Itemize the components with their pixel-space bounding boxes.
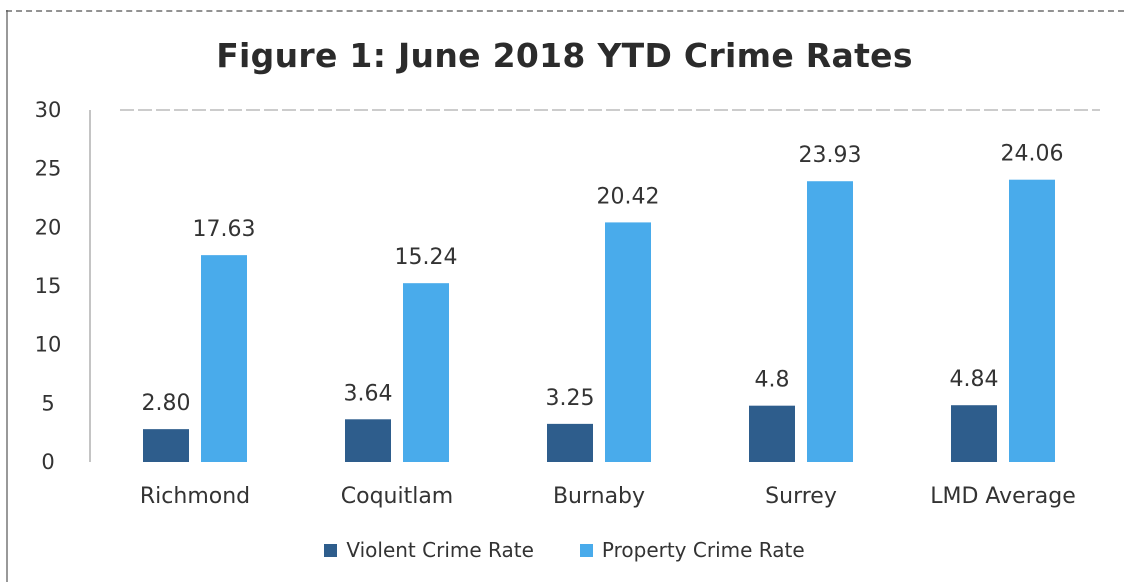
x-category-label: Coquitlam xyxy=(341,484,454,509)
data-label: 2.80 xyxy=(142,391,191,416)
bar-violent xyxy=(749,405,795,462)
chart-legend: Violent Crime Rate Property Crime Rate xyxy=(0,538,1129,562)
bar-property xyxy=(403,283,449,462)
data-label: 4.84 xyxy=(950,367,999,392)
x-category-label: Richmond xyxy=(140,484,250,509)
y-tick-label: 25 xyxy=(35,157,62,181)
y-tick-label: 20 xyxy=(35,215,62,239)
legend-item-property: Property Crime Rate xyxy=(579,538,805,562)
bar-violent xyxy=(951,405,997,462)
x-category-label: LMD Average xyxy=(930,484,1076,509)
y-tick-label: 30 xyxy=(35,98,62,122)
data-label: 15.24 xyxy=(395,245,458,270)
legend-item-violent: Violent Crime Rate xyxy=(324,538,534,562)
y-tick-label: 10 xyxy=(35,333,62,357)
chart-title: Figure 1: June 2018 YTD Crime Rates xyxy=(216,36,913,75)
x-category-label: Burnaby xyxy=(553,484,645,509)
bar-property xyxy=(1009,179,1055,463)
bar-violent xyxy=(143,429,189,462)
data-label: 3.64 xyxy=(344,381,393,406)
legend-swatch-property xyxy=(579,543,593,557)
x-category-label: Surrey xyxy=(765,484,837,509)
data-label: 3.25 xyxy=(546,386,595,411)
data-label: 23.93 xyxy=(799,143,862,168)
data-label: 20.42 xyxy=(597,184,660,209)
bar-property xyxy=(807,181,853,463)
bar-violent xyxy=(345,419,391,462)
bar-property xyxy=(201,255,247,462)
legend-swatch-violent xyxy=(324,543,338,557)
legend-label-violent: Violent Crime Rate xyxy=(346,538,534,562)
bar-violent xyxy=(547,423,593,462)
y-tick-label: 0 xyxy=(41,450,54,474)
frame-top-border xyxy=(6,10,1124,12)
y-tick-label: 15 xyxy=(35,274,62,298)
bar-property xyxy=(605,222,651,462)
legend-label-property: Property Crime Rate xyxy=(601,538,805,562)
frame-left-border xyxy=(6,10,8,582)
data-label: 24.06 xyxy=(1001,142,1064,167)
data-label: 17.63 xyxy=(193,217,256,242)
y-tick-label: 5 xyxy=(41,391,54,415)
data-label: 4.8 xyxy=(755,368,790,393)
